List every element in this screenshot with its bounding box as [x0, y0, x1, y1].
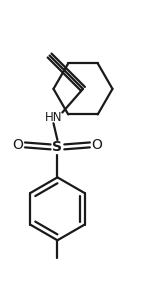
- Text: O: O: [91, 138, 102, 152]
- Text: S: S: [52, 140, 62, 154]
- Text: HN: HN: [45, 111, 62, 124]
- Text: O: O: [13, 138, 24, 152]
